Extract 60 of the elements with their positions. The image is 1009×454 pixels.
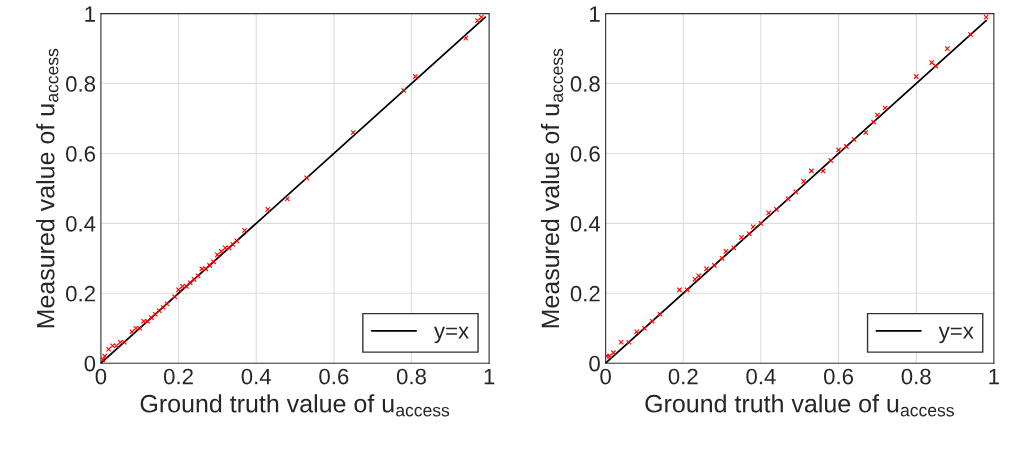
point	[828, 157, 834, 164]
x-tick-label: 0.4	[241, 368, 271, 385]
point	[719, 255, 725, 262]
x-tick-label: 0.2	[668, 368, 698, 385]
point	[478, 14, 485, 20]
point	[641, 325, 648, 331]
point	[913, 73, 919, 80]
y-axis-title: Measured value of u$_{access}$	[540, 48, 564, 328]
y-tick-label: 1	[590, 6, 600, 22]
point	[874, 112, 881, 118]
x-tick-label: 1	[989, 368, 999, 385]
point	[210, 259, 217, 265]
point	[843, 143, 850, 150]
point	[808, 168, 815, 174]
point	[230, 241, 236, 248]
y-tick-label: 0.6	[570, 145, 600, 162]
point	[758, 220, 764, 227]
point	[350, 129, 357, 136]
point	[129, 328, 135, 335]
x-tick-label: 0.6	[319, 368, 349, 385]
point	[303, 175, 310, 181]
point	[400, 87, 407, 94]
y-tick-label: 0.4	[570, 215, 601, 232]
x-tick-label: 0.4	[746, 368, 776, 385]
point	[703, 266, 710, 272]
y-axis-title: Measured value of u$_{access}$	[36, 48, 59, 328]
x-tick-label: 0	[95, 368, 107, 385]
y-tick-label: 0.8	[570, 76, 600, 92]
point	[610, 349, 617, 356]
point	[711, 262, 718, 269]
point	[851, 136, 857, 143]
point	[100, 356, 106, 363]
x-axis-title: Ground truth value of u$_{access}$	[140, 394, 450, 417]
x-tick-label: 0.8	[396, 368, 426, 385]
x-tick-label: 0.8	[901, 368, 931, 385]
point	[944, 45, 951, 52]
point	[144, 318, 151, 325]
point	[835, 147, 842, 153]
x-tick-label: 0.2	[163, 368, 193, 385]
point	[175, 287, 182, 293]
y-tick-label: 0.4	[66, 215, 96, 232]
point	[932, 63, 939, 69]
legend-label: y=x	[434, 326, 469, 344]
x-axis-title: Ground truth value of u$_{access}$	[645, 394, 954, 417]
legend-label: y=x	[938, 326, 974, 344]
point	[265, 206, 271, 213]
y-tick-label: 0.2	[570, 285, 600, 302]
point	[862, 129, 869, 136]
point	[657, 311, 663, 318]
point	[160, 304, 166, 311]
y-tick-label: 0	[589, 355, 600, 372]
y-tick-label: 0.6	[66, 145, 96, 162]
y-tick-label: 0	[84, 355, 96, 372]
point	[870, 119, 877, 125]
point	[723, 248, 729, 255]
y-tick-label: 1	[85, 6, 95, 22]
x-tick-label: 0.6	[823, 368, 854, 385]
y-tick-label: 0.8	[66, 76, 96, 92]
x-tick-label: 1	[484, 368, 495, 385]
y-tick-label: 0.2	[66, 285, 95, 302]
